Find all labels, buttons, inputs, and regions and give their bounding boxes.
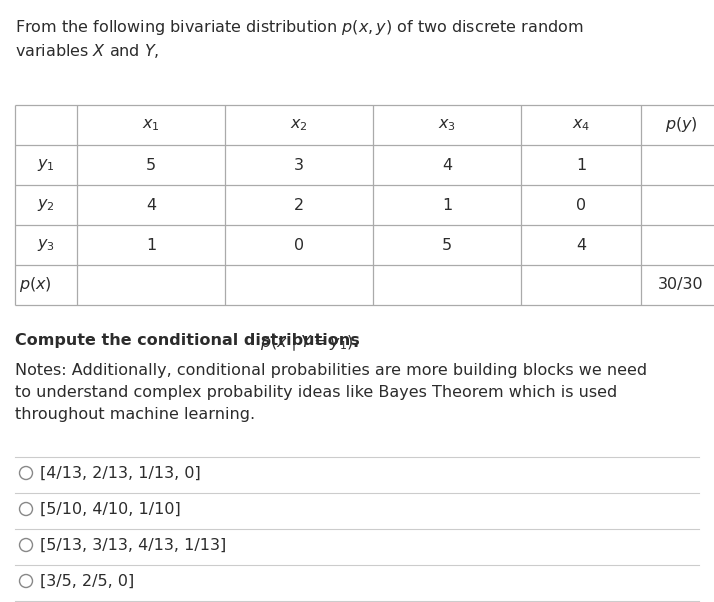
Text: $x_3$: $x_3$: [438, 117, 456, 133]
Text: 5: 5: [146, 158, 156, 173]
Text: $y_1$: $y_1$: [37, 157, 55, 173]
Text: [5/10, 4/10, 1/10]: [5/10, 4/10, 1/10]: [40, 501, 181, 517]
Text: $x_4$: $x_4$: [572, 117, 590, 133]
Text: From the following bivariate distribution $p(x, y)$ of two discrete random: From the following bivariate distributio…: [15, 18, 583, 37]
Text: $x_1$: $x_1$: [142, 117, 160, 133]
Text: 1: 1: [146, 238, 156, 252]
Text: $y_2$: $y_2$: [37, 197, 55, 213]
Text: throughout machine learning.: throughout machine learning.: [15, 407, 255, 422]
Text: 4: 4: [146, 197, 156, 213]
Text: [5/13, 3/13, 4/13, 1/13]: [5/13, 3/13, 4/13, 1/13]: [40, 538, 226, 553]
Text: $y_3$: $y_3$: [37, 237, 55, 253]
Text: 5: 5: [442, 238, 452, 252]
Text: 0: 0: [576, 197, 586, 213]
Text: Notes: Additionally, conditional probabilities are more building blocks we need: Notes: Additionally, conditional probabi…: [15, 363, 647, 378]
Text: 4: 4: [442, 158, 452, 173]
Text: [4/13, 2/13, 1/13, 0]: [4/13, 2/13, 1/13, 0]: [40, 465, 201, 480]
Text: 0: 0: [294, 238, 304, 252]
Text: variables $X$ and $Y$,: variables $X$ and $Y$,: [15, 42, 159, 60]
Text: 3: 3: [294, 158, 304, 173]
Text: to understand complex probability ideas like Bayes Theorem which is used: to understand complex probability ideas …: [15, 385, 617, 400]
Text: 1: 1: [576, 158, 586, 173]
Text: $x_2$: $x_2$: [290, 117, 308, 133]
Text: 30/30: 30/30: [658, 278, 704, 293]
Text: $p(x \mid Y = y_1)$.: $p(x \mid Y = y_1)$.: [260, 333, 359, 353]
Text: $p(x)$: $p(x)$: [19, 276, 52, 294]
Text: [3/5, 2/5, 0]: [3/5, 2/5, 0]: [40, 574, 134, 589]
Text: 4: 4: [576, 238, 586, 252]
Text: 2: 2: [294, 197, 304, 213]
Text: 1: 1: [442, 197, 452, 213]
Text: $p(y)$: $p(y)$: [665, 116, 698, 134]
Text: Compute the conditional distributions: Compute the conditional distributions: [15, 333, 366, 348]
